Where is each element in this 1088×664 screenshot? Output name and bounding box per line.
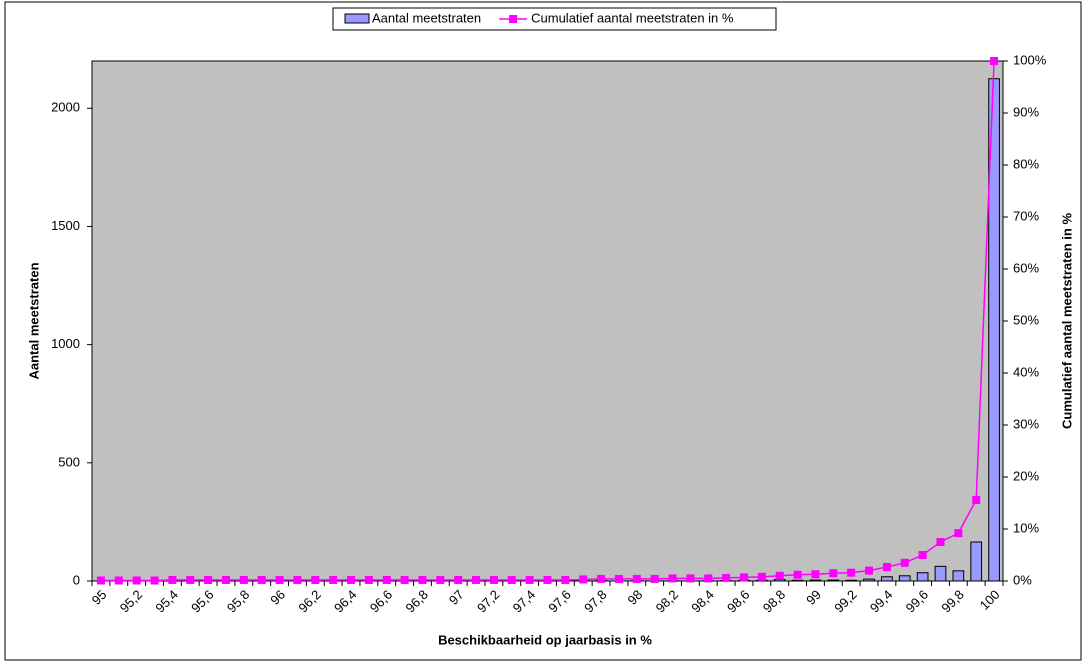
line-marker bbox=[775, 571, 784, 580]
line-marker bbox=[400, 575, 409, 584]
y2-tick-label: 80% bbox=[1013, 156, 1039, 171]
legend-label: Cumulatief aantal meetstraten in % bbox=[531, 10, 734, 25]
y2-tick-label: 0% bbox=[1013, 572, 1032, 587]
bar bbox=[827, 579, 840, 582]
legend bbox=[332, 7, 777, 31]
line-marker bbox=[847, 568, 856, 577]
y2-tick-label: 50% bbox=[1013, 312, 1039, 327]
y2-tick-label: 30% bbox=[1013, 416, 1039, 431]
line-marker bbox=[329, 575, 338, 584]
line-marker bbox=[204, 575, 213, 584]
legend-swatch bbox=[509, 15, 518, 23]
line-marker bbox=[972, 495, 981, 504]
line-marker bbox=[418, 575, 427, 584]
legend-label: Aantal meetstraten bbox=[372, 10, 481, 25]
line-marker bbox=[704, 574, 713, 583]
line-marker bbox=[275, 575, 284, 584]
plot-area bbox=[91, 60, 1004, 582]
y-tick-label: 2000 bbox=[51, 100, 80, 115]
line-marker bbox=[597, 574, 606, 583]
line-marker bbox=[793, 570, 802, 579]
line-marker bbox=[347, 575, 356, 584]
line-marker bbox=[364, 575, 373, 584]
line-marker bbox=[239, 575, 248, 584]
line-marker bbox=[168, 575, 177, 584]
bar bbox=[970, 541, 983, 582]
y-tick-label: 500 bbox=[58, 454, 80, 469]
line-marker bbox=[865, 566, 874, 575]
y2-tick-label: 20% bbox=[1013, 468, 1039, 483]
bar bbox=[934, 565, 947, 582]
line-marker bbox=[186, 575, 195, 584]
bar bbox=[881, 576, 893, 582]
line-marker bbox=[632, 574, 641, 583]
line-marker bbox=[936, 538, 945, 546]
y2-tick-label: 90% bbox=[1013, 104, 1039, 119]
bar bbox=[845, 579, 858, 582]
bar bbox=[863, 578, 875, 582]
line-marker bbox=[382, 575, 391, 584]
line-marker bbox=[757, 572, 766, 581]
bar bbox=[952, 570, 965, 582]
legend-swatch bbox=[344, 13, 370, 24]
y-axis-title: Aantal meetstraten bbox=[26, 262, 41, 379]
y2-tick-label: 70% bbox=[1013, 208, 1039, 223]
line-marker bbox=[650, 574, 659, 583]
line-marker bbox=[882, 562, 891, 571]
y2-tick-label: 40% bbox=[1013, 364, 1039, 379]
line-marker bbox=[472, 575, 481, 584]
bar bbox=[791, 579, 804, 582]
line-marker bbox=[990, 57, 999, 65]
line-marker bbox=[900, 558, 909, 567]
line-marker bbox=[668, 574, 677, 583]
line-marker bbox=[829, 569, 838, 578]
x-axis-title: Beschikbaarheid op jaarbasis in % bbox=[438, 632, 652, 647]
y2-tick-label: 10% bbox=[1013, 520, 1039, 535]
line-marker bbox=[686, 574, 695, 583]
line-marker bbox=[114, 576, 123, 585]
line-marker bbox=[614, 574, 623, 583]
line-marker bbox=[525, 575, 534, 584]
line-marker bbox=[954, 529, 963, 538]
y2-tick-label: 100% bbox=[1013, 52, 1047, 67]
line-marker bbox=[293, 575, 302, 584]
line-marker bbox=[132, 576, 141, 585]
y2-tick-label: 60% bbox=[1013, 260, 1039, 275]
y-tick-label: 1500 bbox=[51, 218, 80, 233]
bar bbox=[898, 575, 911, 582]
line-marker bbox=[811, 570, 820, 579]
line-marker bbox=[579, 575, 588, 584]
bar bbox=[809, 579, 822, 582]
line-marker bbox=[221, 575, 230, 584]
y-tick-label: 0 bbox=[73, 572, 80, 587]
line-marker bbox=[507, 575, 516, 584]
line-marker bbox=[311, 575, 320, 584]
line-marker bbox=[150, 576, 159, 585]
y2-axis-title: Cumulatief aantal meetstraten in % bbox=[1059, 213, 1074, 429]
y-tick-label: 1000 bbox=[51, 336, 80, 351]
line-marker bbox=[96, 576, 105, 585]
line-marker bbox=[489, 575, 498, 584]
line-marker bbox=[436, 575, 445, 584]
line-marker bbox=[454, 575, 463, 584]
line-marker bbox=[722, 573, 731, 582]
line-marker bbox=[918, 551, 927, 559]
line-marker bbox=[257, 575, 266, 584]
bar bbox=[916, 572, 929, 582]
line-marker bbox=[561, 575, 570, 584]
line-marker bbox=[739, 573, 748, 582]
line-marker bbox=[543, 575, 552, 584]
